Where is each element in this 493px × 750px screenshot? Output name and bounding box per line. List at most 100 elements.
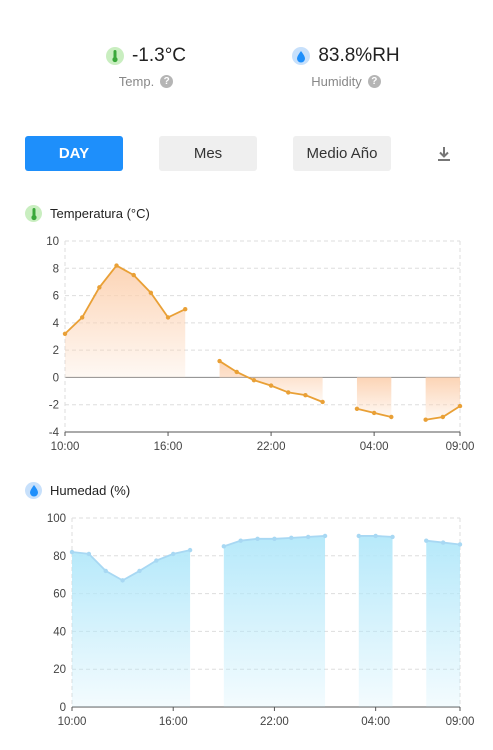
- thermometer-icon: [25, 205, 42, 222]
- hum-x-tick-label: 10:00: [58, 716, 87, 728]
- hum-point: [120, 578, 125, 583]
- temp-point: [457, 403, 463, 409]
- hum-point: [373, 533, 378, 539]
- temperature-chart: 10 8 6 4 2 0 -2 -4 10:00 16:00 22:00 04:00 09:00: [46, 236, 475, 453]
- hum-point: [255, 536, 260, 541]
- humidity-chart-title: Humedad (%): [25, 482, 130, 499]
- temp-y-tick-label: -2: [49, 400, 59, 412]
- temp-x-tick-label: 09:00: [446, 441, 475, 453]
- temp-point: [354, 406, 360, 412]
- hum-point: [457, 542, 463, 547]
- temp-point: [97, 285, 102, 290]
- temp-y-tick-label: 2: [53, 345, 59, 357]
- hum-point: [103, 568, 108, 574]
- hum-area-3: [426, 540, 460, 707]
- download-icon: [438, 147, 450, 161]
- humidity-stat: 83.8%RH Humidity ?: [246, 42, 446, 89]
- temp-point: [62, 331, 68, 336]
- temp-area-2: [356, 377, 392, 417]
- hum-point: [440, 540, 446, 545]
- hum-point: [272, 536, 277, 541]
- humidity-stat-main: 83.8%RH: [246, 42, 446, 70]
- temperature-value: -1.3°C: [131, 45, 187, 66]
- temp-x-tick-label: 16:00: [154, 441, 183, 453]
- humidity-chart: 100 80 60 40 20 0 10:00 16:00 22:00 04:00 09:00: [47, 513, 475, 728]
- droplet-icon: [25, 482, 42, 499]
- hum-point: [86, 551, 92, 557]
- humidity-help-icon[interactable]: ?: [367, 75, 381, 88]
- temp-point: [440, 414, 446, 420]
- temperature-chart-title: Temperatura (°C): [25, 205, 150, 222]
- temp-point: [303, 392, 308, 398]
- temp-area-3: [425, 377, 460, 420]
- hum-area-0: [72, 550, 191, 707]
- temp-area-1: [219, 361, 323, 402]
- temperature-label-row: Temp. ?: [46, 74, 246, 89]
- temp-point: [371, 410, 377, 416]
- temperature-help-icon[interactable]: ?: [160, 75, 174, 88]
- temp-x-tick-label: 04:00: [360, 441, 389, 453]
- temp-y-tick-label: 0: [53, 372, 59, 384]
- temp-point: [268, 383, 274, 388]
- hum-y-tick-label: 40: [53, 626, 66, 638]
- temp-point: [389, 414, 394, 420]
- hum-point: [171, 551, 176, 557]
- humidity-value: 83.8%RH: [318, 45, 400, 66]
- hum-x-tick-label: 22:00: [260, 716, 289, 728]
- humidity-chart-title-text: Humedad (%): [50, 483, 131, 498]
- hum-point: [356, 533, 361, 539]
- hum-point: [390, 534, 395, 540]
- hum-line-0: [71, 549, 191, 582]
- temp-y-tick-label: -4: [49, 427, 60, 439]
- hum-point: [154, 558, 159, 563]
- temp-x-tick-label: 22:00: [257, 441, 286, 453]
- temp-x-tick-label: 10:00: [51, 441, 80, 453]
- temp-point: [286, 390, 291, 395]
- hum-area-2: [358, 535, 393, 707]
- temp-point: [183, 307, 188, 312]
- hum-y-tick-label: 80: [53, 551, 66, 563]
- hum-point: [69, 549, 75, 555]
- humidity-label-row: Humidity ?: [246, 74, 446, 89]
- temp-point: [217, 358, 222, 364]
- tab-day[interactable]: DAY: [25, 136, 123, 171]
- temp-point: [234, 369, 239, 375]
- hum-point: [221, 544, 227, 549]
- temp-y-tick-label: 10: [46, 236, 59, 248]
- temp-y-tick-label: 8: [53, 263, 59, 275]
- temperature-stat-main: -1.3°C: [46, 42, 246, 70]
- tab-half-year[interactable]: Medio Año: [293, 136, 391, 171]
- hum-point: [424, 538, 429, 543]
- temp-point: [423, 417, 428, 422]
- temperature-stat: -1.3°C Temp. ?: [46, 42, 246, 89]
- hum-y-tick-label: 60: [53, 589, 66, 601]
- hum-point: [305, 534, 311, 540]
- temp-area-0: [65, 265, 186, 378]
- hum-point: [289, 535, 294, 541]
- hum-x-tick-label: 16:00: [159, 716, 188, 728]
- droplet-icon: [292, 47, 311, 65]
- temp-point: [165, 315, 171, 320]
- temp-point: [79, 315, 85, 320]
- hum-y-tick-label: 20: [53, 664, 66, 676]
- temperature-chart-title-text: Temperatura (°C): [50, 206, 150, 221]
- hum-y-tick-label: 0: [60, 702, 66, 714]
- hum-point: [238, 538, 243, 543]
- hum-area-1: [223, 535, 326, 707]
- temperature-label: Temp.: [118, 74, 155, 89]
- thermometer-icon: [105, 47, 124, 65]
- hum-point: [322, 533, 328, 539]
- hum-x-tick-label: 04:00: [361, 716, 390, 728]
- temp-point: [251, 377, 257, 383]
- temp-point: [131, 272, 136, 278]
- humidity-label: Humidity: [311, 74, 362, 89]
- hum-point: [187, 547, 193, 553]
- temp-point: [114, 263, 119, 268]
- tab-month[interactable]: Mes: [159, 136, 257, 171]
- temp-y-tick-label: 6: [53, 291, 59, 303]
- temp-line-0: [64, 264, 186, 335]
- download-button[interactable]: [434, 144, 454, 164]
- temp-point: [320, 399, 325, 405]
- hum-point: [137, 568, 142, 574]
- temp-y-tick-label: 4: [53, 318, 60, 330]
